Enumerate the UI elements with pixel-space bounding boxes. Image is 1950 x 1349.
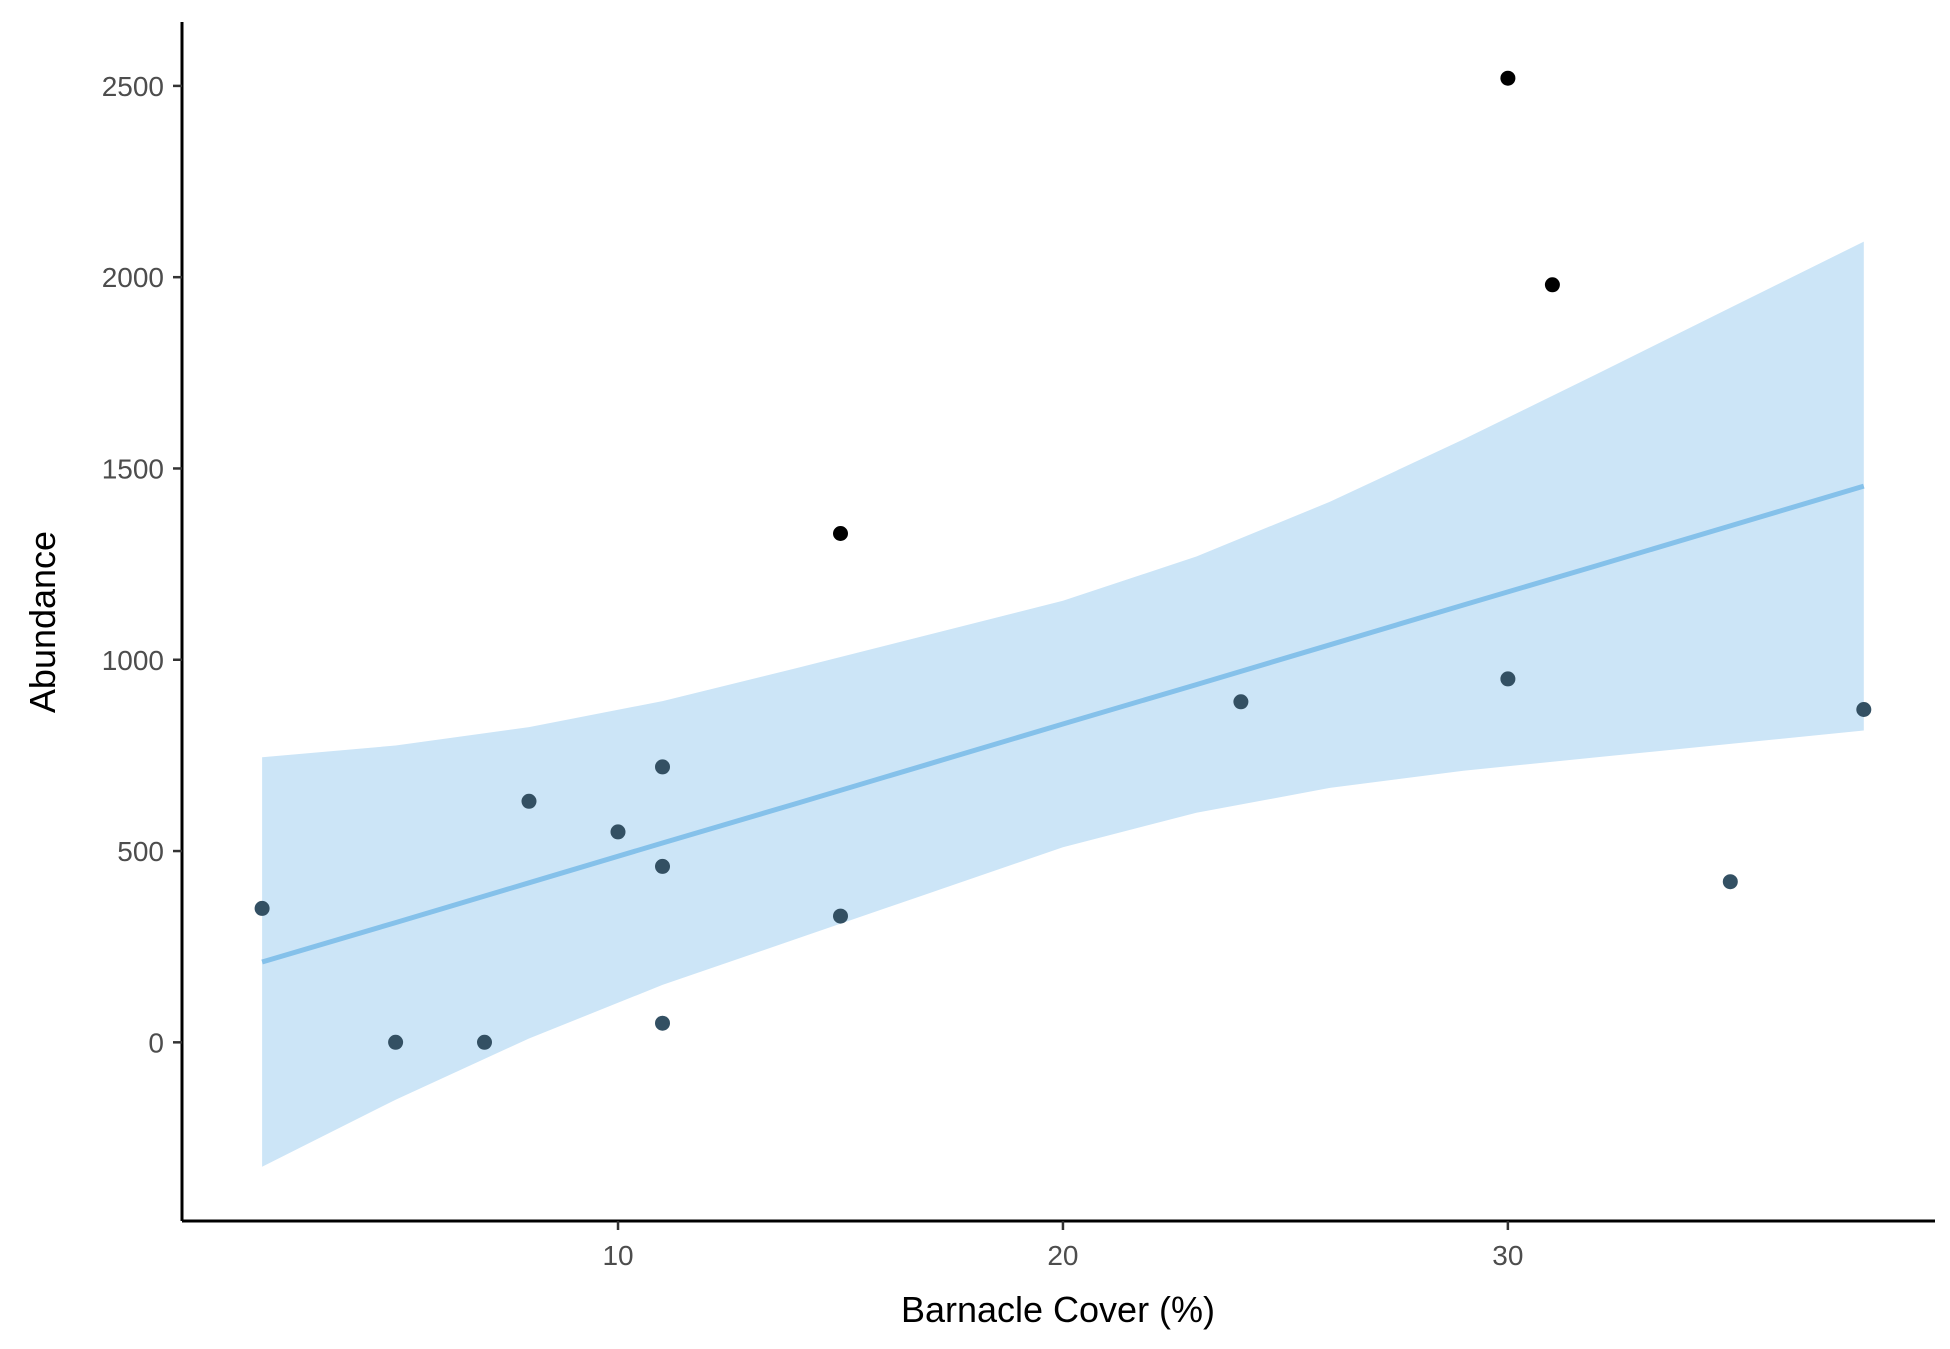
data-point-13 xyxy=(1500,671,1516,687)
x-tick-label-20: 20 xyxy=(1047,1240,1078,1271)
y-tick-label-1500: 1500 xyxy=(102,453,164,484)
data-point-9 xyxy=(833,526,848,541)
data-point-6 xyxy=(655,759,670,775)
confidence-band-layer xyxy=(262,241,1864,1167)
data-point-3 xyxy=(477,1034,492,1050)
x-tick-label-10: 10 xyxy=(602,1240,633,1271)
x-axis-title: Barnacle Cover (%) xyxy=(901,1289,1215,1330)
data-point-5 xyxy=(610,824,626,840)
data-point-7 xyxy=(655,858,670,874)
data-point-1 xyxy=(254,900,270,916)
axes-layer xyxy=(180,22,1935,1223)
data-point-11 xyxy=(1233,694,1249,710)
regression-line xyxy=(261,483,1865,965)
data-point-8 xyxy=(655,1015,670,1031)
y-tick-label-2500: 2500 xyxy=(102,71,164,102)
y-tick-label-0: 0 xyxy=(148,1027,164,1058)
data-point-10 xyxy=(833,908,848,924)
data-point-2 xyxy=(388,1034,404,1050)
x-tick-label-30: 30 xyxy=(1492,1240,1523,1271)
confidence-band xyxy=(262,241,1864,1167)
y-ticks-layer: 0 500 1000 1500 2000 2500 xyxy=(102,71,182,1058)
data-point-16 xyxy=(1856,702,1872,717)
data-point-12 xyxy=(1500,70,1516,86)
y-tick-label-500: 500 xyxy=(117,836,164,867)
fit-line-layer xyxy=(261,483,1865,965)
y-tick-label-1000: 1000 xyxy=(102,645,164,676)
y-axis-title: Abundance xyxy=(22,531,63,713)
y-tick-label-2000: 2000 xyxy=(102,262,164,293)
data-point-4 xyxy=(521,793,537,809)
data-point-14 xyxy=(1544,277,1560,293)
data-point-15 xyxy=(1722,874,1738,890)
points-layer xyxy=(254,70,1872,1050)
x-ticks-layer: 10 20 30 xyxy=(602,1221,1523,1271)
